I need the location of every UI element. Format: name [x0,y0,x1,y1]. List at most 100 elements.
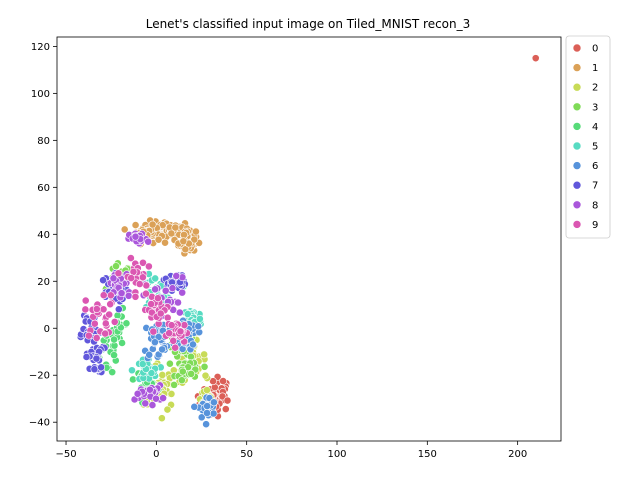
point-class-0 [223,396,232,405]
point-class-9 [110,317,119,326]
point-class-5 [151,274,160,283]
y-tick-label: −20 [29,371,50,382]
legend-box [565,35,611,239]
point-class-4 [110,351,118,360]
point-class-3 [200,362,209,371]
point-class-8 [141,399,150,408]
point-class-8 [117,289,126,298]
point-class-9 [99,305,108,314]
legend-label-8: 8 [592,200,598,211]
point-class-8 [148,401,157,409]
point-class-9 [101,319,110,328]
point-class-9 [139,258,147,267]
legend-marker-7 [572,180,582,190]
point-class-6 [197,413,206,422]
legend-marker-0 [572,43,582,53]
point-class-2 [158,371,167,379]
legend-label-3: 3 [592,102,598,113]
point-class-2 [203,386,211,394]
legend-marker-4 [572,122,582,131]
point-class-5 [147,369,156,377]
point-class-9 [163,313,172,322]
point-class-1 [161,238,169,247]
point-class-1 [131,221,140,229]
point-class-7 [90,365,99,374]
point-class-9 [81,305,90,314]
point-class-9 [106,291,115,300]
point-class-8 [175,308,184,317]
point-class-0 [218,392,227,401]
point-class-5 [128,366,136,375]
point-class-6 [210,398,218,407]
point-class-9 [81,296,90,305]
point-class-9 [147,300,156,308]
point-class-9 [149,327,158,336]
point-class-8 [159,394,168,402]
point-class-9 [126,254,135,262]
point-class-4 [108,368,117,377]
x-tick-label: 200 [508,449,527,460]
point-class-4 [122,319,131,328]
legend-marker-1 [572,63,582,72]
point-class-1 [120,225,129,234]
point-class-1 [180,230,188,239]
point-class-1 [148,220,157,229]
legend: 0 1 2 3 4 5 6 7 8 9 [565,35,611,239]
point-class-9 [138,273,147,282]
x-tick-label: 150 [418,449,437,460]
point-class-9 [92,305,101,313]
point-class-6 [194,322,203,331]
point-class-9 [99,291,108,300]
y-tick-label: 60 [37,183,50,194]
point-class-5 [138,360,147,368]
point-class-1 [181,245,190,254]
point-class-9 [106,300,115,309]
legend-marker-2 [572,82,582,92]
point-class-6 [203,409,211,417]
point-class-0 [221,405,230,413]
point-class-9 [165,329,174,338]
point-class-8 [161,286,170,295]
legend-marker-9 [572,220,582,229]
point-class-6 [209,409,218,418]
legend-marker-5 [572,141,582,151]
point-class-1 [192,227,200,236]
point-class-9 [127,274,136,282]
point-class-6 [190,402,199,411]
point-class-9 [142,289,150,298]
point-class-8 [174,298,182,307]
y-tick-label: 80 [37,136,50,147]
legend-marker-6 [572,161,582,170]
chart-title: Lenet's classified input image on Tiled_… [146,17,471,31]
legend-marker-8 [572,200,582,210]
point-class-9 [92,334,101,342]
point-class-9 [90,319,99,328]
scatter-points [76,54,540,429]
point-class-8 [124,291,133,300]
legend-label-6: 6 [592,161,598,172]
legend-label-0: 0 [592,44,598,55]
x-tick-label: −50 [55,449,76,460]
point-class-8 [151,285,160,294]
point-class-3 [187,369,196,378]
point-class-8 [168,284,177,293]
legend-label-2: 2 [592,83,598,94]
point-class-8 [133,389,142,398]
point-class-9 [156,309,165,318]
point-class-8 [172,272,181,280]
point-class-6 [151,338,159,347]
point-class-8 [145,385,154,394]
point-class-4 [129,375,137,384]
y-tick-label: 40 [37,230,50,241]
point-class-2 [201,371,210,380]
point-class-9 [153,294,162,303]
point-class-6 [202,420,211,429]
point-class-9 [105,310,114,319]
point-class-3 [165,359,174,368]
point-class-8 [144,237,153,246]
x-tick-label: 100 [327,449,346,460]
point-class-9 [180,321,189,329]
legend-label-7: 7 [592,181,598,192]
point-class-9 [167,321,176,330]
point-class-3 [178,367,187,376]
